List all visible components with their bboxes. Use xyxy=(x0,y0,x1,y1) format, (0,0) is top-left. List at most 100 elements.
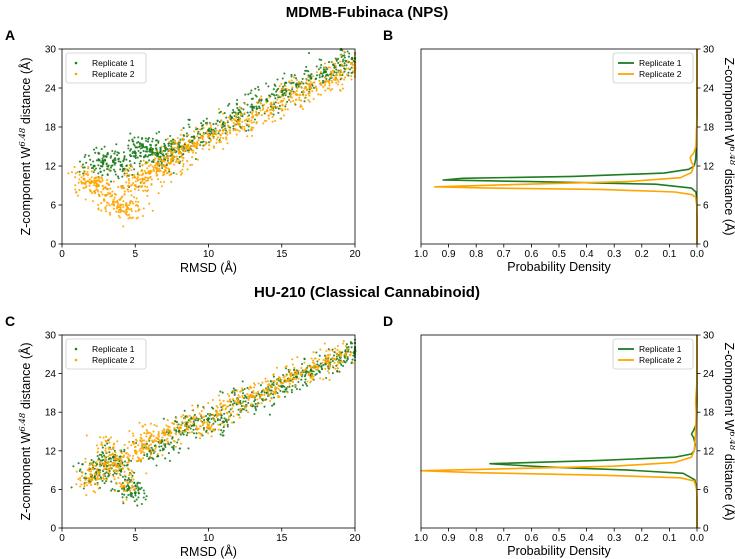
y-tick-label: 6 xyxy=(703,201,709,212)
scatter-dot xyxy=(78,173,81,176)
scatter-dot xyxy=(139,449,143,453)
scatter-dot xyxy=(89,190,92,193)
scatter-dot xyxy=(97,207,100,210)
scatter-dot xyxy=(130,487,133,490)
scatter-dot xyxy=(222,399,225,402)
scatter-dot xyxy=(265,82,268,85)
scatter-dot xyxy=(327,356,330,359)
scatter-dot xyxy=(283,92,286,95)
scatter-dot xyxy=(125,168,128,171)
scatter-dot xyxy=(169,161,172,164)
scatter-dot xyxy=(303,100,306,103)
scatter-dot xyxy=(202,119,205,122)
scatter-dot xyxy=(186,424,189,427)
scatter-dot xyxy=(222,121,225,124)
scatter-dot xyxy=(122,160,125,163)
scatter-dot xyxy=(98,474,101,477)
scatter-dot xyxy=(199,432,202,435)
scatter-dot xyxy=(290,93,293,96)
scatter-dot xyxy=(139,160,142,163)
scatter-dot xyxy=(328,87,331,90)
scatter-dot xyxy=(336,349,339,352)
scatter-dot xyxy=(345,351,348,354)
scatter-dot xyxy=(341,54,345,57)
scatter-dot xyxy=(226,142,229,145)
scatter-dot xyxy=(99,181,102,184)
scatter-dot xyxy=(246,135,249,138)
legend-entry: Replicate 1 xyxy=(639,344,682,354)
scatter-dot xyxy=(212,146,215,149)
scatter-dot xyxy=(245,397,248,400)
scatter-dot xyxy=(145,139,148,143)
scatter-dot xyxy=(188,431,191,434)
scatter-dot xyxy=(344,356,347,359)
scatter-dot xyxy=(112,168,116,171)
scatter-dot xyxy=(304,94,308,97)
scatter-dot xyxy=(186,168,189,171)
scatter-dot xyxy=(96,459,99,462)
scatter-dot xyxy=(323,66,326,69)
scatter-dot xyxy=(312,86,316,89)
scatter-dot xyxy=(263,398,266,401)
scatter-dot xyxy=(175,159,178,162)
scatter-dot xyxy=(109,187,112,190)
scatter-dot xyxy=(143,454,146,457)
scatter-dot xyxy=(326,87,329,90)
scatter-dot xyxy=(142,189,145,192)
scatter-dot xyxy=(96,454,99,458)
scatter-dot xyxy=(206,432,210,435)
scatter-dot xyxy=(115,465,118,468)
scatter-dot xyxy=(132,454,135,457)
scatter-dot xyxy=(91,463,94,466)
scatter-dot xyxy=(106,165,109,168)
scatter-dot xyxy=(140,186,143,189)
scatter-dot xyxy=(186,415,189,419)
scatter-dot xyxy=(132,442,135,446)
scatter-dot xyxy=(328,66,331,69)
legend-entry: Replicate 1 xyxy=(639,58,682,68)
scatter-dot xyxy=(111,464,114,467)
scatter-dot xyxy=(166,437,169,440)
scatter-dot xyxy=(155,166,158,170)
scatter-dot xyxy=(277,384,280,387)
scatter-dot xyxy=(307,364,310,367)
scatter-dot xyxy=(323,62,327,65)
scatter-dot xyxy=(345,359,348,362)
data-point xyxy=(192,417,196,420)
scatter-dot xyxy=(294,98,297,102)
scatter-dot xyxy=(259,396,262,399)
scatter-dot xyxy=(137,205,140,208)
scatter-dot xyxy=(221,408,224,411)
y-tick-label: 0 xyxy=(50,524,56,535)
scatter-dot xyxy=(246,103,249,106)
scatter-dot xyxy=(222,434,225,437)
scatter-dot xyxy=(210,406,214,409)
scatter-dot xyxy=(92,164,95,168)
scatter-dot xyxy=(178,432,181,435)
scatter-dot xyxy=(105,162,108,165)
scatter-dot xyxy=(96,451,99,454)
scatter-dot xyxy=(327,359,330,362)
scatter-dot xyxy=(113,458,117,461)
scatter-dot xyxy=(108,213,112,216)
scatter-dot xyxy=(305,65,308,68)
scatter-dot xyxy=(198,437,202,440)
scatter-dot xyxy=(251,112,254,115)
scatter-dot xyxy=(163,431,166,434)
scatter-dot xyxy=(129,184,132,187)
scatter-dot xyxy=(270,385,273,388)
scatter-dot xyxy=(95,461,98,464)
scatter-dot xyxy=(239,407,242,410)
scatter-dot xyxy=(226,119,229,122)
scatter-dot xyxy=(325,79,328,83)
scatter-dot xyxy=(272,393,275,396)
scatter-dot xyxy=(235,133,238,136)
scatter-dot xyxy=(350,78,353,81)
scatter-dot xyxy=(90,468,93,471)
scatter-dot xyxy=(177,140,181,143)
scatter-dot xyxy=(129,473,133,476)
scatter-dot xyxy=(228,129,231,132)
scatter-dot xyxy=(162,442,165,445)
scatter-dot xyxy=(351,63,354,67)
scatter-dot xyxy=(196,135,199,138)
